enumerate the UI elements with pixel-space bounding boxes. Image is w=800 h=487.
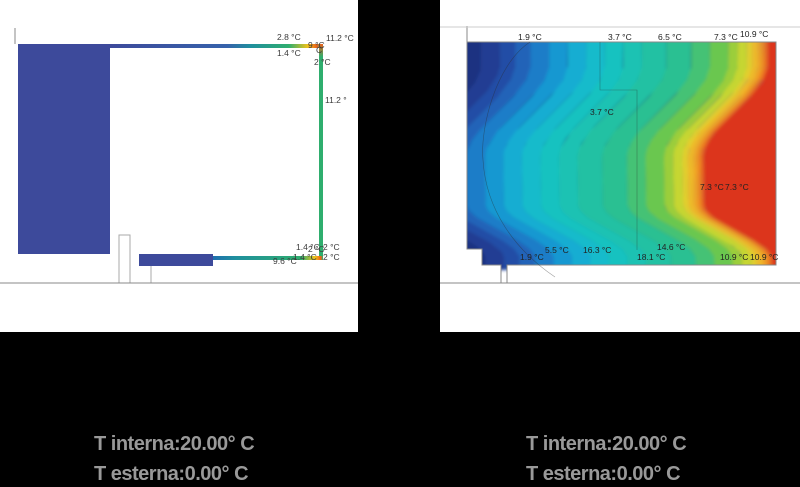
svg-text:3.7 °C: 3.7 °C	[608, 32, 632, 42]
svg-text:2 °C: 2 °C	[323, 242, 340, 252]
svg-text:1.4 °C: 1.4 °C	[277, 48, 301, 58]
svg-text:6.5 °C: 6.5 °C	[658, 32, 682, 42]
svg-text:14.6 °C: 14.6 °C	[657, 242, 685, 252]
svg-text:11.2 °C: 11.2 °C	[326, 33, 354, 43]
svg-text:7.3 °C: 7.3 °C	[700, 182, 724, 192]
svg-text:16.3 °C: 16.3 °C	[583, 245, 611, 255]
svg-text:3.7 °C: 3.7 °C	[590, 107, 614, 117]
svg-text:11.2 °: 11.2 °	[325, 95, 347, 105]
svg-text:7.3 °C: 7.3 °C	[714, 32, 738, 42]
svg-text:2.8 °C: 2.8 °C	[277, 32, 301, 42]
svg-text:2 °C: 2 °C	[314, 57, 331, 67]
svg-text:1.9 °C: 1.9 °C	[518, 32, 542, 42]
svg-text:10.9 °C: 10.9 °C	[720, 252, 748, 262]
svg-text:7.3 °C: 7.3 °C	[725, 182, 749, 192]
svg-text:2 °C: 2 °C	[323, 252, 340, 262]
svg-text:1.9 °C: 1.9 °C	[520, 252, 544, 262]
svg-text:9.6 °C: 9.6 °C	[273, 256, 297, 266]
svg-text:5.5 °C: 5.5 °C	[545, 245, 569, 255]
svg-text:10.9 °C: 10.9 °C	[740, 29, 768, 39]
svg-text:18.1 °C: 18.1 °C	[637, 252, 665, 262]
svg-text:C: C	[316, 45, 322, 55]
svg-text:10.9 °C: 10.9 °C	[750, 252, 778, 262]
